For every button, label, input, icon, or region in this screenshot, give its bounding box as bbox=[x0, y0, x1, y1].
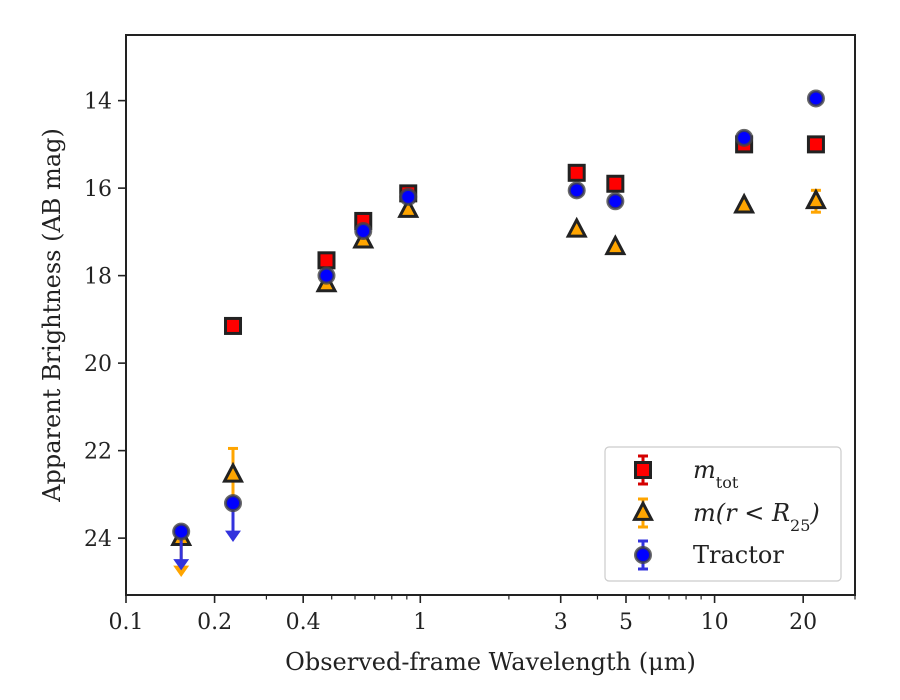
data-point bbox=[224, 316, 243, 335]
x-tick-label: 3 bbox=[554, 610, 568, 635]
y-tick-label: 24 bbox=[84, 527, 112, 552]
data-point bbox=[317, 251, 336, 270]
legend-marker bbox=[632, 500, 654, 521]
legend-marker bbox=[634, 461, 652, 479]
data-point bbox=[317, 266, 336, 285]
data-point bbox=[172, 522, 191, 541]
legend-label: mtot bbox=[693, 456, 739, 492]
data-point bbox=[565, 216, 588, 238]
data-point bbox=[397, 197, 420, 218]
x-tick-label: 0.2 bbox=[197, 610, 232, 635]
limit-arrow-head bbox=[225, 530, 241, 542]
data-point bbox=[224, 494, 243, 513]
data-point bbox=[804, 188, 827, 210]
x-axis-label: Observed-frame Wavelength (μm) bbox=[285, 648, 696, 676]
data-point bbox=[733, 192, 756, 214]
legend-entry-0: mtot bbox=[634, 454, 739, 492]
x-tick-label: 5 bbox=[619, 610, 633, 635]
y-tick-label: 18 bbox=[84, 265, 112, 290]
series-0 bbox=[224, 135, 825, 335]
legend-entry-1: m(r < R25) bbox=[632, 497, 820, 535]
y-tick-label: 22 bbox=[84, 440, 112, 465]
data-point bbox=[399, 187, 418, 206]
x-tick-label: 10 bbox=[701, 610, 729, 635]
legend-box bbox=[604, 446, 842, 582]
limit-arrow-head bbox=[173, 559, 190, 571]
x-tick-label: 1 bbox=[413, 610, 427, 635]
legend-label: m(r < R25) bbox=[693, 499, 820, 535]
data-point bbox=[606, 174, 625, 193]
legend-entry-2: Tractor bbox=[634, 539, 784, 571]
data-point bbox=[354, 222, 373, 240]
data-point bbox=[567, 163, 586, 182]
series-2 bbox=[172, 89, 825, 571]
data-point bbox=[806, 89, 825, 108]
y-tick-label: 16 bbox=[84, 177, 112, 202]
data-point bbox=[606, 192, 625, 211]
data-point bbox=[806, 135, 825, 154]
y-tick-label: 20 bbox=[84, 352, 112, 377]
x-tick-label: 0.1 bbox=[109, 610, 144, 635]
y-axis-label: Apparent Brightness (AB mag) bbox=[38, 128, 66, 503]
x-tick-label: 20 bbox=[789, 610, 817, 635]
data-point bbox=[735, 128, 754, 147]
data-point bbox=[222, 461, 244, 483]
x-tick-label: 0.4 bbox=[286, 610, 321, 635]
legend-marker bbox=[634, 546, 652, 564]
legend-label: Tractor bbox=[693, 541, 784, 569]
axes: 0.1 0.2 0.4 1 3 5 10 20 14 16 18 20 22 24 bbox=[84, 34, 856, 635]
plot-frame bbox=[125, 34, 856, 596]
legend: mtot m(r < R25) Tractor bbox=[604, 446, 842, 582]
data-point bbox=[604, 234, 627, 256]
data-point bbox=[567, 181, 586, 200]
y-tick-label: 14 bbox=[84, 90, 112, 115]
plot-area bbox=[170, 89, 827, 577]
